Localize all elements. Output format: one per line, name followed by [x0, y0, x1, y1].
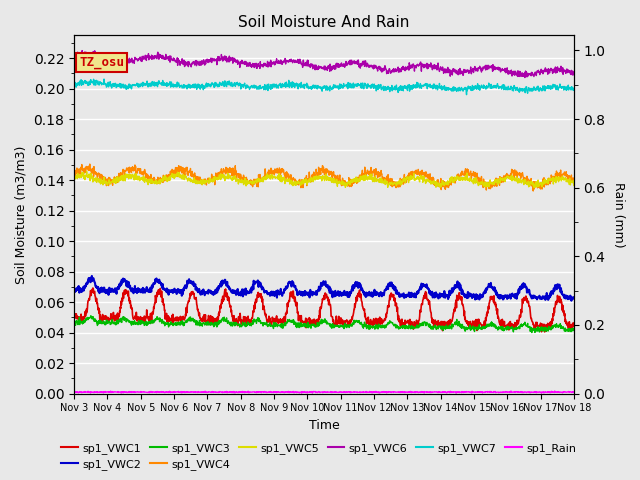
- sp1_VWC3: [528, 330, 536, 336]
- sp1_VWC7: [467, 85, 475, 91]
- sp1_VWC3: [170, 321, 177, 327]
- sp1_VWC5: [511, 175, 518, 181]
- Line: sp1_VWC3: sp1_VWC3: [74, 316, 574, 333]
- sp1_VWC4: [86, 161, 93, 167]
- Line: sp1_VWC5: sp1_VWC5: [74, 171, 574, 188]
- sp1_Rain: [401, 389, 409, 395]
- Line: sp1_VWC4: sp1_VWC4: [74, 164, 574, 191]
- Line: sp1_VWC6: sp1_VWC6: [74, 50, 574, 78]
- Legend: sp1_VWC1, sp1_VWC2, sp1_VWC3, sp1_VWC4, sp1_VWC5, sp1_VWC6, sp1_VWC7, sp1_Rain: sp1_VWC1, sp1_VWC2, sp1_VWC3, sp1_VWC4, …: [57, 438, 581, 474]
- sp1_VWC2: [88, 273, 96, 279]
- sp1_Rain: [467, 389, 474, 395]
- sp1_VWC1: [467, 322, 474, 328]
- sp1_VWC2: [570, 295, 578, 300]
- sp1_VWC1: [541, 329, 548, 335]
- Y-axis label: Soil Moisture (m3/m3): Soil Moisture (m3/m3): [15, 145, 28, 284]
- sp1_VWC4: [237, 177, 245, 183]
- sp1_VWC2: [401, 292, 409, 298]
- sp1_VWC7: [401, 84, 409, 90]
- sp1_Rain: [169, 389, 177, 395]
- sp1_VWC5: [467, 176, 474, 182]
- sp1_VWC7: [463, 92, 470, 97]
- sp1_VWC2: [182, 283, 189, 289]
- sp1_VWC6: [401, 64, 409, 70]
- sp1_VWC3: [70, 322, 78, 327]
- sp1_VWC1: [401, 321, 409, 326]
- sp1_VWC5: [237, 177, 245, 182]
- sp1_VWC3: [87, 313, 95, 319]
- sp1_VWC4: [529, 188, 537, 194]
- sp1_VWC1: [237, 321, 245, 327]
- sp1_VWC6: [467, 64, 474, 70]
- sp1_VWC7: [70, 79, 78, 84]
- sp1_VWC6: [511, 72, 518, 77]
- sp1_VWC6: [78, 48, 86, 53]
- sp1_VWC5: [531, 185, 538, 191]
- sp1_VWC3: [182, 319, 189, 324]
- sp1_VWC7: [237, 82, 245, 88]
- Title: Soil Moisture And Rain: Soil Moisture And Rain: [238, 15, 410, 30]
- sp1_VWC3: [401, 325, 409, 331]
- sp1_VWC6: [521, 75, 529, 81]
- sp1_Rain: [181, 389, 189, 395]
- Y-axis label: Rain (mm): Rain (mm): [612, 181, 625, 247]
- sp1_VWC4: [511, 167, 518, 173]
- X-axis label: Time: Time: [308, 419, 339, 432]
- sp1_VWC2: [237, 291, 245, 297]
- sp1_VWC3: [511, 325, 518, 331]
- sp1_VWC5: [70, 174, 78, 180]
- sp1_Rain: [511, 390, 519, 396]
- sp1_VWC1: [511, 320, 518, 325]
- sp1_VWC5: [83, 168, 90, 174]
- sp1_VWC4: [182, 167, 189, 173]
- sp1_VWC7: [100, 76, 108, 82]
- sp1_VWC2: [70, 286, 78, 292]
- sp1_VWC2: [568, 298, 575, 303]
- sp1_VWC1: [182, 311, 189, 317]
- sp1_VWC6: [570, 72, 578, 77]
- sp1_VWC4: [401, 178, 409, 183]
- sp1_VWC3: [570, 327, 578, 333]
- sp1_VWC7: [570, 87, 578, 93]
- sp1_Rain: [570, 389, 578, 395]
- sp1_VWC5: [182, 175, 189, 180]
- sp1_VWC5: [401, 180, 409, 186]
- Line: sp1_Rain: sp1_Rain: [74, 391, 574, 393]
- sp1_VWC4: [570, 175, 578, 181]
- sp1_VWC1: [70, 313, 78, 319]
- sp1_VWC5: [170, 174, 177, 180]
- sp1_Rain: [237, 389, 245, 395]
- sp1_Rain: [452, 390, 460, 396]
- sp1_VWC1: [570, 322, 578, 328]
- sp1_VWC4: [467, 168, 474, 174]
- Line: sp1_VWC7: sp1_VWC7: [74, 79, 574, 95]
- sp1_VWC6: [70, 54, 78, 60]
- sp1_Rain: [507, 388, 515, 394]
- Text: TZ_osu: TZ_osu: [79, 56, 124, 69]
- sp1_VWC3: [237, 324, 245, 330]
- Line: sp1_VWC1: sp1_VWC1: [74, 288, 574, 332]
- sp1_VWC2: [170, 289, 177, 295]
- sp1_Rain: [70, 389, 78, 395]
- sp1_VWC2: [467, 293, 474, 299]
- sp1_VWC5: [570, 182, 578, 188]
- sp1_VWC7: [170, 84, 177, 90]
- sp1_VWC6: [170, 55, 177, 61]
- sp1_VWC7: [511, 86, 519, 92]
- sp1_VWC2: [511, 291, 518, 297]
- sp1_VWC4: [170, 170, 177, 176]
- sp1_VWC6: [237, 60, 245, 66]
- Line: sp1_VWC2: sp1_VWC2: [74, 276, 574, 300]
- sp1_VWC3: [467, 327, 474, 333]
- sp1_VWC4: [70, 171, 78, 177]
- sp1_VWC1: [89, 285, 97, 291]
- sp1_VWC1: [170, 317, 177, 323]
- sp1_VWC6: [182, 63, 189, 69]
- sp1_VWC7: [182, 84, 189, 90]
